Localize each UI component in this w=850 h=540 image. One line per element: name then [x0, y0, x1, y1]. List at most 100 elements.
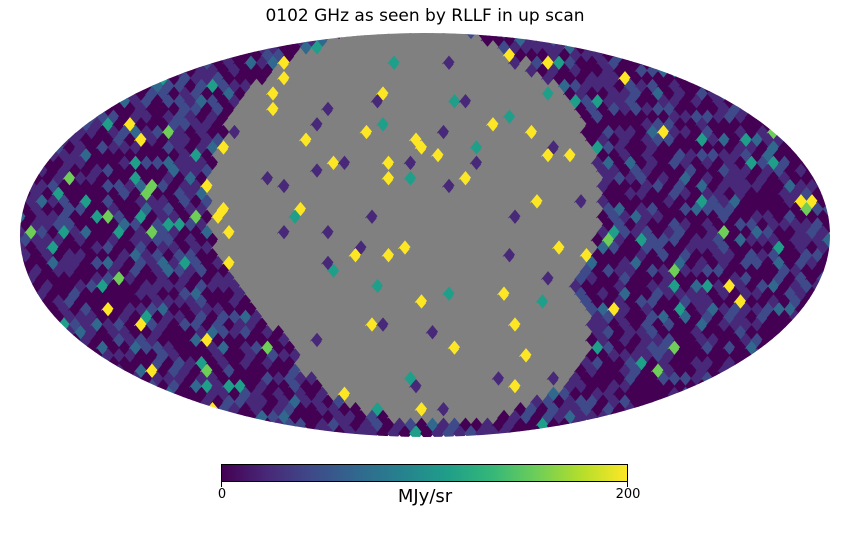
map-pixel: [706, 194, 720, 211]
map-pixel: [733, 171, 748, 188]
map-pixel: [590, 78, 605, 96]
map-pixel: [722, 94, 737, 111]
map-pixel: [524, 94, 539, 111]
map-pixel: [596, 70, 610, 88]
map-pixel: [761, 163, 775, 180]
map-pixel: [524, 140, 539, 157]
map-pixel: [634, 140, 649, 157]
map-pixel: [497, 55, 511, 73]
map-pixel: [73, 201, 88, 219]
map-pixel: [513, 171, 528, 188]
map-pixel: [101, 209, 115, 227]
map-pixel: [530, 70, 544, 88]
map-pixel: [618, 117, 632, 134]
map-pixel: [695, 209, 709, 227]
map-pixel: [766, 155, 781, 173]
map-pixel: [541, 194, 555, 211]
map-pixel: [95, 232, 110, 250]
map-pixel: [557, 109, 572, 126]
map-pixel: [623, 248, 638, 265]
map-pixel: [552, 224, 566, 242]
map-pixel: [766, 201, 781, 219]
map-pixel: [618, 101, 632, 119]
map-pixel: [596, 147, 610, 165]
map-pixel: [656, 109, 671, 126]
map-pixel: [20, 271, 27, 288]
map-pixel: [585, 70, 599, 88]
map-pixel: [535, 171, 550, 188]
map-pixel: [684, 86, 698, 103]
map-pixel: [744, 155, 759, 173]
map-pixel: [590, 47, 605, 65]
map-pixel: [557, 263, 572, 280]
map-pixel: [794, 178, 808, 196]
map-pixel: [629, 224, 643, 242]
map-pixel: [667, 263, 682, 280]
map-pixel: [739, 132, 753, 150]
map-pixel: [678, 217, 693, 234]
map-pixel: [695, 255, 709, 273]
map-pixel: [816, 224, 830, 242]
map-pixel: [68, 178, 82, 196]
map-pixel: [79, 194, 93, 211]
map-pixel: [810, 217, 825, 234]
map-pixel: [766, 217, 781, 234]
map-pixel: [596, 240, 610, 257]
map-pixel: [596, 117, 610, 134]
map-pixel: [717, 194, 731, 211]
map-pixel: [590, 109, 605, 126]
map-pixel: [744, 263, 759, 280]
map-pixel: [62, 248, 77, 265]
map-pixel: [629, 194, 643, 211]
map-pixel: [568, 140, 583, 157]
map-pixel: [678, 124, 693, 142]
map-pixel: [772, 240, 786, 257]
map-pixel: [524, 155, 539, 173]
map-pixel: [601, 217, 616, 234]
map-pixel: [535, 186, 550, 203]
map-pixel: [695, 101, 709, 119]
map-pixel: [73, 232, 88, 250]
map-pixel: [585, 147, 599, 165]
sky-map: [20, 33, 830, 437]
map-pixel: [607, 240, 621, 257]
map-pixel: [717, 240, 731, 257]
map-pixel: [645, 124, 660, 142]
map-pixel: [722, 109, 737, 126]
map-pixel: [618, 240, 632, 257]
map-pixel: [788, 232, 803, 250]
map-pixel: [788, 186, 803, 203]
map-pixel: [634, 201, 649, 219]
map-pixel: [678, 94, 693, 111]
map-pixel: [689, 248, 704, 265]
map-pixel: [618, 55, 632, 73]
map-pixel: [645, 94, 660, 111]
map-pixel: [255, 55, 269, 73]
map-pixel: [546, 78, 561, 96]
map-pixel: [299, 55, 313, 73]
map-pixel: [90, 209, 104, 227]
map-pixel: [750, 224, 764, 242]
map-pixel: [95, 248, 110, 265]
map-pixel: [612, 201, 627, 219]
map-pixel: [90, 271, 104, 288]
map-pixel: [634, 248, 649, 265]
map-pixel: [574, 117, 588, 134]
map-pixel: [530, 163, 544, 180]
map-pixel: [557, 201, 572, 219]
map-pixel: [629, 70, 643, 88]
map-pixel: [585, 178, 599, 196]
map-pixel: [777, 171, 792, 188]
map-pixel: [706, 224, 720, 242]
map-pixel: [585, 240, 599, 257]
map-pixel: [530, 55, 544, 73]
map-pixel: [689, 171, 704, 188]
map-pixel: [689, 124, 704, 142]
map-pixel: [739, 224, 753, 242]
map-pixel: [711, 124, 726, 142]
map-pixel: [640, 163, 654, 180]
map-pixel: [673, 240, 687, 257]
map-pixel: [552, 117, 566, 134]
map-pixel: [557, 63, 572, 80]
map-pixel: [717, 178, 731, 196]
